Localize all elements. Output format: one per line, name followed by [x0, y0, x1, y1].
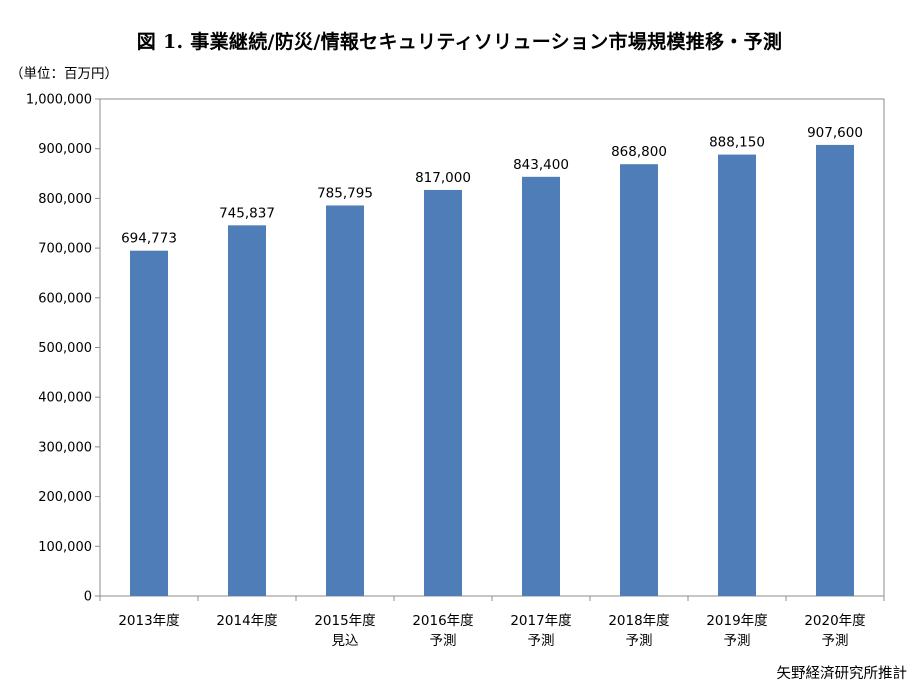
y-tick-label: 300,000: [38, 440, 92, 455]
unit-label: （単位：百万円）: [10, 66, 118, 82]
x-tick-label: 2015年度: [314, 613, 375, 629]
y-tick-label: 900,000: [38, 142, 92, 157]
x-tick-label: 2020年度: [804, 613, 865, 629]
chart-title: 図 1. 事業継続/防災/情報セキュリティソリューション市場規模推移・予測: [136, 31, 783, 53]
data-label: 888,150: [709, 135, 765, 151]
bar: [522, 176, 560, 596]
y-axis: 0 100,000 200,000 300,000 400,000 500,000 600,…: [26, 93, 100, 605]
bar: [620, 164, 658, 596]
x-tick-label: 2016年度: [412, 613, 473, 629]
y-tick-label: 100,000: [38, 540, 92, 555]
bar: [718, 154, 756, 596]
data-label: 785,795: [317, 185, 373, 201]
source-note: 矢野経済研究所推計: [776, 666, 908, 682]
x-tick-label: 予測: [626, 633, 653, 649]
x-tick-label: 2018年度: [608, 613, 669, 629]
y-tick-label: 400,000: [38, 391, 92, 406]
bar: [326, 205, 364, 596]
x-tick-label: 予測: [528, 633, 555, 649]
x-tick-label: 2017年度: [510, 613, 571, 629]
x-axis: 2013年度 2014年度 2015年度見込2016年度予測2017年度予測2018…: [99, 596, 885, 649]
bar: [424, 189, 462, 597]
bar: [130, 250, 168, 596]
data-label: 868,800: [611, 144, 667, 160]
y-tick-label: 200,000: [38, 490, 92, 505]
y-tick-label: 700,000: [38, 242, 92, 257]
data-label: 745,837: [219, 205, 275, 221]
x-tick-label: 予測: [430, 633, 457, 649]
x-tick-label: 2014年度: [216, 613, 277, 629]
data-labels: 694,773 745,837 785,795 817,000 843,400 868,8…: [121, 125, 863, 247]
bars: [130, 144, 854, 597]
x-tick-label: 2013年度: [118, 613, 179, 629]
x-tick-label: 予測: [822, 633, 849, 649]
plot-area: [99, 98, 885, 597]
x-tick-label: 2019年度: [706, 613, 767, 629]
data-label: 817,000: [415, 170, 471, 186]
bar: [228, 225, 266, 596]
y-tick-label: 0: [84, 590, 92, 605]
bar: [816, 144, 854, 597]
x-tick-label: 予測: [724, 633, 751, 649]
y-tick-label: 600,000: [38, 291, 92, 306]
y-tick-label: 800,000: [38, 192, 92, 207]
y-tick-label: 1,000,000: [26, 93, 92, 108]
data-label: 907,600: [807, 125, 863, 141]
y-tick-label: 500,000: [38, 341, 92, 356]
x-tick-label: 見込: [332, 633, 359, 649]
data-label: 843,400: [513, 157, 569, 173]
data-label: 694,773: [121, 231, 177, 247]
